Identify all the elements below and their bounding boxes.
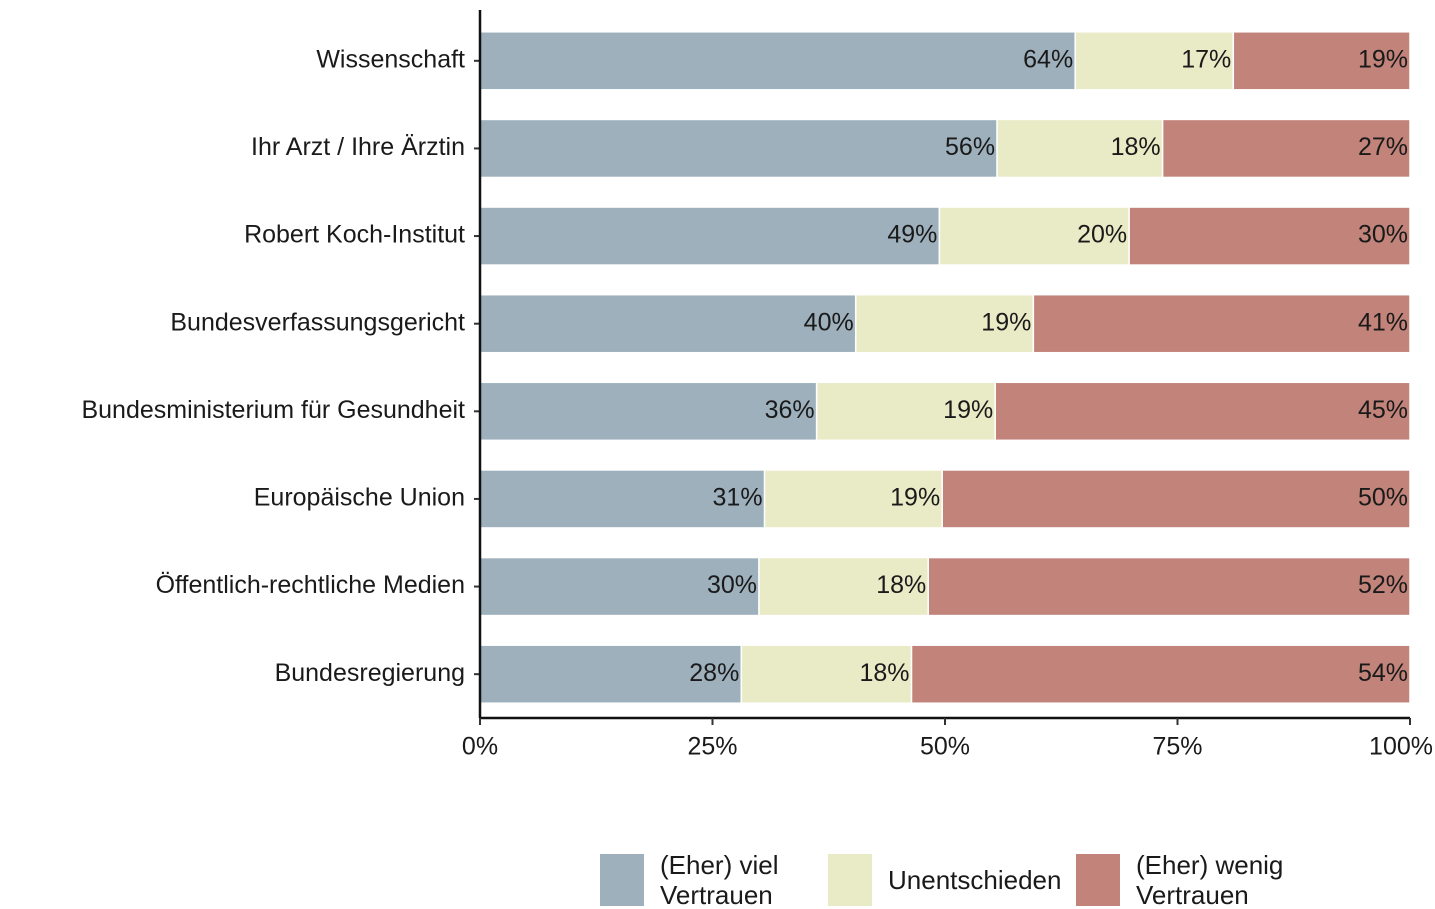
category-label: Bundesverfassungsgericht: [170, 308, 465, 336]
value-label: 45%: [1358, 396, 1408, 424]
legend-item: (Eher) viel Vertrauen: [600, 850, 810, 909]
category-label: Europäische Union: [254, 484, 465, 512]
bar-segment: [910, 644, 1411, 704]
value-label: 31%: [713, 484, 763, 512]
bar-segment: [479, 206, 941, 266]
bar-segment: [479, 556, 760, 617]
bar-segment: [479, 469, 766, 529]
value-label: 41%: [1358, 308, 1408, 336]
value-label: 19%: [943, 396, 993, 424]
bar-segment: [1161, 118, 1411, 179]
bar-segment: [1232, 31, 1411, 91]
x-tick-label: 75%: [1152, 733, 1202, 761]
value-label: 17%: [1181, 45, 1231, 73]
value-label: 54%: [1358, 659, 1408, 687]
value-label: 40%: [804, 308, 854, 336]
legend-label: (Eher) wenig Vertrauen: [1136, 850, 1284, 909]
bar-segment: [763, 469, 943, 529]
value-label: 18%: [1111, 133, 1161, 161]
value-label: 19%: [1358, 45, 1408, 73]
legend-item: Unentschieden: [828, 854, 1062, 906]
bar-segment: [994, 381, 1411, 442]
bar-segment: [1128, 206, 1411, 266]
legend-label: Unentschieden: [888, 865, 1062, 895]
category-label: Robert Koch-Institut: [244, 221, 465, 249]
category-label: Öffentlich-rechtliche Medien: [156, 571, 465, 599]
legend: (Eher) viel Vertrauen Unentschieden (Eher)…: [600, 850, 1286, 909]
x-tick-label: 100%: [1369, 733, 1433, 761]
bar-segment: [479, 644, 743, 704]
value-label: 50%: [1358, 484, 1408, 512]
value-label: 18%: [876, 571, 926, 599]
bar-segment: [479, 293, 857, 354]
value-label: 49%: [887, 221, 937, 249]
value-label: 30%: [707, 571, 757, 599]
value-label: 18%: [859, 659, 909, 687]
value-label: 19%: [981, 308, 1031, 336]
bar-segment: [740, 644, 913, 704]
chart: Wissenschaft 64% 17% 19% Ihr Arzt / Ihre Ärz…: [81, 10, 1433, 761]
bar-segment: [479, 118, 998, 179]
bar-segment: [815, 381, 996, 442]
value-label: 64%: [1023, 45, 1073, 73]
category-label: Bundesministerium für Gesundheit: [81, 396, 465, 424]
value-label: 52%: [1358, 571, 1408, 599]
bar-segment: [927, 556, 1411, 617]
bar-segment: [758, 556, 930, 617]
x-tick-label: 25%: [687, 733, 737, 761]
x-tick-label: 0%: [462, 733, 498, 761]
bar-segment: [1032, 293, 1411, 354]
legend-swatch: [600, 854, 644, 906]
legend-swatch: [1076, 854, 1120, 906]
value-label: 19%: [890, 484, 940, 512]
bar-segment: [941, 469, 1411, 529]
category-label: Bundesregierung: [275, 659, 465, 687]
bar-segment: [479, 31, 1076, 91]
category-label: Wissenschaft: [316, 45, 465, 73]
bar-segment: [996, 118, 1164, 179]
legend-swatch: [828, 854, 872, 906]
value-label: 20%: [1077, 221, 1127, 249]
bar-segment: [938, 206, 1130, 266]
value-label: 36%: [765, 396, 815, 424]
value-label: 27%: [1358, 133, 1408, 161]
value-label: 56%: [945, 133, 995, 161]
value-label: 30%: [1358, 221, 1408, 249]
value-label: 28%: [689, 659, 739, 687]
legend-item: (Eher) wenig Vertrauen: [1076, 850, 1286, 909]
x-tick-label: 50%: [920, 733, 970, 761]
category-label: Ihr Arzt / Ihre Ärztin: [251, 133, 465, 161]
legend-label: (Eher) viel Vertrauen: [660, 850, 779, 909]
